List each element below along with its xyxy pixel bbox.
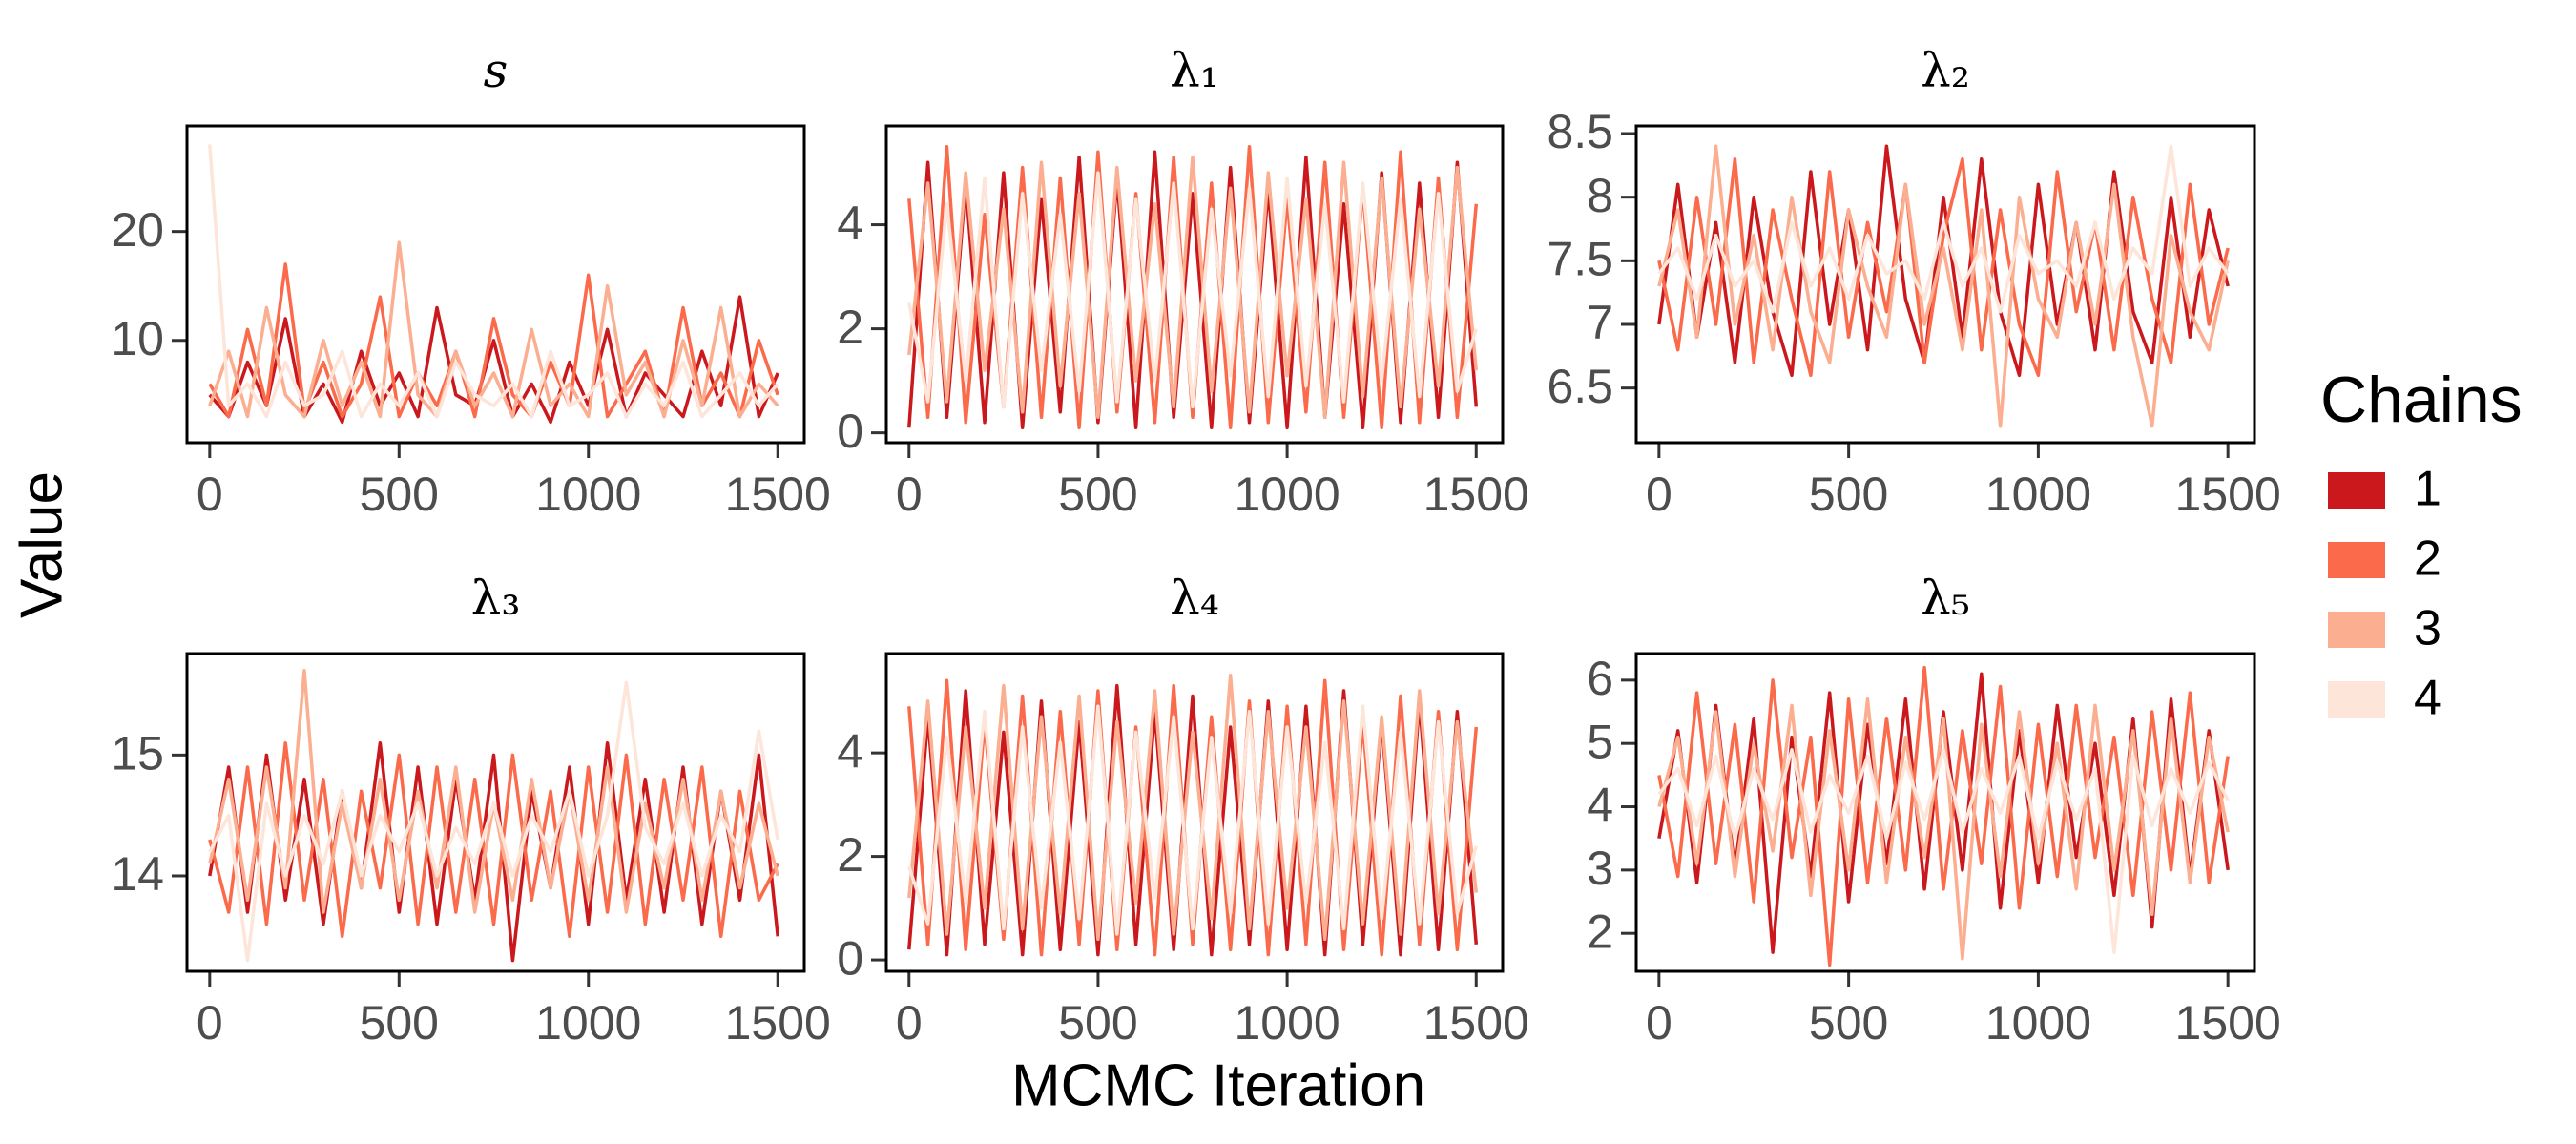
trace-line: [907, 155, 1479, 420]
y-tick-label: 6: [1587, 652, 1613, 705]
trace-line: [1657, 672, 2230, 954]
x-tick-label: 1000: [1985, 468, 2091, 521]
panel-border: [884, 652, 1505, 973]
legend-key: [2328, 612, 2385, 648]
panel: s 10 20 0 500 1000 1500: [111, 43, 830, 521]
x-tick-label: 1500: [2175, 468, 2281, 521]
legend-label: 1: [2414, 462, 2441, 517]
y-axis-title: Value: [9, 471, 74, 618]
x-tick-label: 500: [360, 468, 439, 521]
legend-label: 3: [2414, 601, 2441, 656]
y-tick-label: 14: [111, 847, 164, 901]
x-tick-label: 1500: [2175, 996, 2281, 1050]
trace-line: [907, 678, 1479, 957]
panel: λ₅ 2 3 4 5 6 0 500 1000 1500: [1587, 571, 2281, 1050]
panel: λ₃ 14 15 0 500 1000 1500: [111, 571, 830, 1050]
trace-line: [208, 740, 779, 963]
panel-border: [185, 124, 806, 445]
panel-border: [185, 652, 806, 973]
x-tick-label: 0: [896, 468, 923, 521]
trace-line: [907, 171, 1478, 409]
x-tick-label: 1500: [725, 468, 831, 521]
trace-line: [1657, 697, 2230, 961]
x-tick-label: 500: [1809, 468, 1888, 521]
x-tick-label: 0: [896, 996, 923, 1050]
panel: λ₄ 0 2 4 0 500 1000 1500: [837, 571, 1529, 1050]
panel-border: [1634, 124, 2256, 445]
x-tick-label: 1500: [1423, 468, 1529, 521]
y-tick-label: 0: [837, 405, 863, 458]
y-tick-label: 4: [837, 724, 863, 778]
panel-title: s: [484, 43, 509, 98]
y-tick-label: 0: [837, 931, 863, 985]
trace-line: [208, 740, 779, 939]
panel-border: [884, 124, 1505, 445]
y-tick-label: 6.5: [1547, 360, 1613, 413]
trace-line: [1657, 748, 2230, 954]
y-tick-label: 4: [837, 197, 863, 250]
y-tick-label: 7: [1587, 296, 1613, 349]
x-tick-label: 500: [1058, 996, 1137, 1050]
trace-line: [1657, 665, 2230, 967]
x-tick-label: 500: [360, 996, 439, 1050]
x-tick-label: 0: [197, 468, 223, 521]
y-tick-label: 10: [111, 312, 164, 365]
x-tick-label: 1500: [1423, 996, 1529, 1050]
panel-title: λ₁: [1170, 43, 1219, 98]
y-tick-label: 2: [837, 828, 863, 882]
trace-line: [1657, 156, 2230, 378]
x-tick-label: 1500: [725, 996, 831, 1050]
legend-key: [2328, 681, 2385, 718]
x-tick-label: 0: [1646, 996, 1672, 1050]
trace-line: [907, 674, 1479, 942]
x-tick-label: 1000: [1234, 996, 1340, 1050]
y-tick-label: 8: [1587, 169, 1613, 222]
legend-title: Chains: [2320, 364, 2523, 436]
x-tick-label: 1000: [1985, 996, 2091, 1050]
legend-key: [2328, 542, 2385, 578]
trace-line: [1657, 144, 2230, 314]
x-axis-title: MCMC Iteration: [1011, 1052, 1425, 1118]
x-tick-label: 500: [1809, 996, 1888, 1050]
trace-line: [208, 668, 779, 914]
trace-line: [208, 240, 779, 419]
y-tick-label: 7.5: [1547, 233, 1613, 286]
y-tick-label: 15: [111, 727, 164, 780]
x-tick-label: 0: [1646, 468, 1672, 521]
panel-border: [1634, 652, 2256, 973]
panel-title: λ₄: [1170, 571, 1219, 626]
panel: λ₂ 6.5 7 7.5 8 8.5 0 500 1000 1500: [1547, 43, 2280, 521]
panel-title: λ₅: [1921, 571, 1970, 626]
trace-line: [907, 704, 1478, 936]
trace-line: [208, 680, 779, 963]
x-tick-label: 500: [1058, 468, 1137, 521]
y-tick-label: 2: [837, 301, 863, 354]
y-tick-label: 5: [1587, 715, 1613, 768]
panel-title: λ₂: [1921, 43, 1970, 98]
x-tick-label: 0: [197, 996, 223, 1050]
x-tick-label: 1000: [535, 468, 641, 521]
y-tick-label: 20: [111, 203, 164, 257]
y-tick-label: 8.5: [1547, 105, 1613, 158]
x-tick-label: 1000: [1234, 468, 1340, 521]
trace-line: [208, 144, 779, 419]
y-tick-label: 4: [1587, 779, 1613, 832]
trace-line: [1657, 144, 2230, 428]
panel: λ₁ 0 2 4 0 500 1000 1500: [837, 43, 1529, 521]
legend-label: 2: [2414, 531, 2441, 587]
x-tick-label: 1000: [535, 996, 641, 1050]
legend-label: 4: [2414, 671, 2441, 726]
trace-line: [1657, 144, 2230, 378]
trace-line: [907, 150, 1479, 429]
panel-title: λ₃: [471, 571, 521, 626]
y-tick-label: 2: [1587, 905, 1613, 958]
y-tick-label: 3: [1587, 842, 1613, 895]
legend-key: [2328, 472, 2385, 509]
